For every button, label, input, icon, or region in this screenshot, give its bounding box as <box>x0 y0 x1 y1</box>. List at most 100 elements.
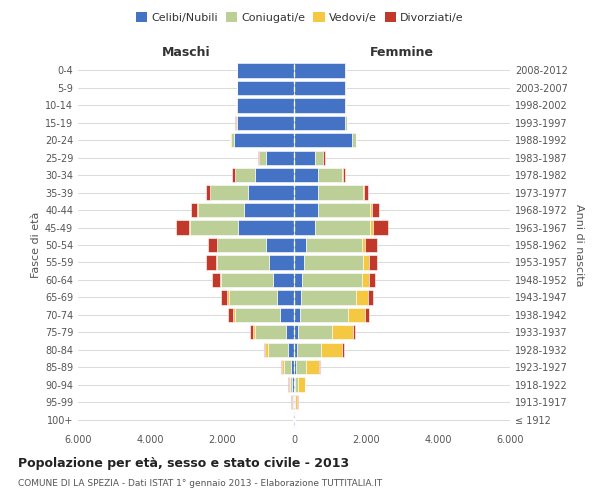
Bar <box>176 220 190 234</box>
Bar <box>294 150 314 165</box>
Bar <box>286 325 294 340</box>
Bar <box>318 203 370 217</box>
Bar <box>295 395 298 409</box>
Bar <box>190 220 238 234</box>
Bar <box>294 325 298 340</box>
Bar <box>353 325 355 340</box>
Bar <box>217 256 269 270</box>
Bar <box>314 150 323 165</box>
Bar <box>294 81 346 95</box>
Bar <box>255 168 294 182</box>
Bar <box>266 238 294 252</box>
Bar <box>294 342 297 357</box>
Bar <box>294 220 314 234</box>
Bar <box>244 203 294 217</box>
Bar <box>197 203 244 217</box>
Bar <box>294 378 295 392</box>
Bar <box>302 273 362 287</box>
Bar <box>217 238 266 252</box>
Bar <box>294 360 296 374</box>
Bar <box>237 81 294 95</box>
Bar <box>304 256 364 270</box>
Bar <box>280 308 294 322</box>
Bar <box>290 378 292 392</box>
Y-axis label: Fasce di età: Fasce di età <box>31 212 41 278</box>
Bar <box>206 256 216 270</box>
Bar <box>237 64 294 78</box>
Bar <box>227 290 229 304</box>
Bar <box>294 168 318 182</box>
Bar <box>210 186 248 200</box>
Bar <box>294 64 346 78</box>
Bar <box>368 256 377 270</box>
Bar <box>268 342 288 357</box>
Bar <box>236 98 237 112</box>
Y-axis label: Anni di nascita: Anni di nascita <box>574 204 584 286</box>
Bar <box>319 360 320 374</box>
Bar <box>368 290 373 304</box>
Bar <box>342 168 343 182</box>
Bar <box>364 186 368 200</box>
Bar <box>257 150 259 165</box>
Bar <box>263 342 265 357</box>
Bar <box>314 220 370 234</box>
Bar <box>232 168 235 182</box>
Bar <box>237 116 294 130</box>
Bar <box>365 238 377 252</box>
Bar <box>370 220 373 234</box>
Bar <box>364 256 368 270</box>
Bar <box>235 308 280 322</box>
Bar <box>221 273 273 287</box>
Bar <box>294 98 346 112</box>
Bar <box>362 273 368 287</box>
Bar <box>300 308 349 322</box>
Bar <box>298 378 305 392</box>
Bar <box>292 378 294 392</box>
Bar <box>294 308 300 322</box>
Bar <box>349 308 365 322</box>
Bar <box>294 256 304 270</box>
Bar <box>235 168 255 182</box>
Bar <box>294 395 295 409</box>
Bar <box>282 360 284 374</box>
Bar <box>288 342 294 357</box>
Text: Maschi: Maschi <box>161 46 211 59</box>
Bar <box>229 290 277 304</box>
Bar <box>191 203 197 217</box>
Bar <box>212 273 220 287</box>
Bar <box>363 186 364 200</box>
Bar <box>277 290 294 304</box>
Legend: Celibi/Nubili, Coniugati/e, Vedovi/e, Divorziati/e: Celibi/Nubili, Coniugati/e, Vedovi/e, Di… <box>132 8 468 28</box>
Bar <box>294 203 318 217</box>
Bar <box>221 290 227 304</box>
Bar <box>233 133 294 148</box>
Bar <box>256 325 286 340</box>
Bar <box>323 150 325 165</box>
Bar <box>346 116 347 130</box>
Bar <box>259 150 266 165</box>
Bar <box>253 325 256 340</box>
Bar <box>318 186 363 200</box>
Bar <box>356 290 368 304</box>
Bar <box>301 290 356 304</box>
Bar <box>292 395 293 409</box>
Bar <box>294 238 306 252</box>
Bar <box>220 273 221 287</box>
Bar <box>228 308 233 322</box>
Bar <box>297 342 321 357</box>
Bar <box>233 308 235 322</box>
Bar <box>294 273 302 287</box>
Text: COMUNE DI LA SPEZIA - Dati ISTAT 1° gennaio 2013 - Elaborazione TUTTITALIA.IT: COMUNE DI LA SPEZIA - Dati ISTAT 1° genn… <box>18 479 382 488</box>
Text: Femmine: Femmine <box>370 46 434 59</box>
Bar <box>341 342 344 357</box>
Bar <box>294 290 301 304</box>
Bar <box>370 203 372 217</box>
Bar <box>281 360 282 374</box>
Bar <box>373 220 388 234</box>
Bar <box>269 256 294 270</box>
Bar <box>266 150 294 165</box>
Bar <box>238 220 294 234</box>
Bar <box>216 256 217 270</box>
Bar <box>332 325 353 340</box>
Text: Popolazione per età, sesso e stato civile - 2013: Popolazione per età, sesso e stato civil… <box>18 458 349 470</box>
